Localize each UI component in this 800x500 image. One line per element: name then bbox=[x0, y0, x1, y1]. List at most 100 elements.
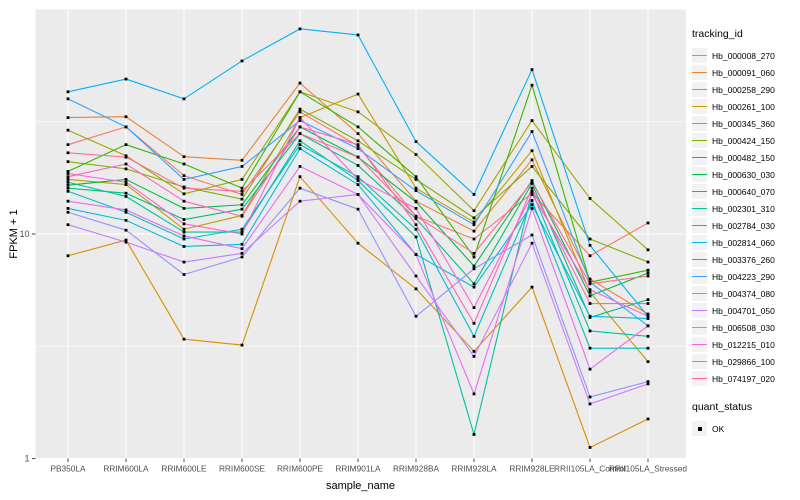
legend-key-line bbox=[692, 190, 707, 193]
data-point bbox=[66, 178, 70, 181]
data-point bbox=[356, 241, 360, 245]
data-point bbox=[414, 235, 418, 239]
legend-item: Hb_000008_270 bbox=[692, 47, 798, 64]
data-point bbox=[182, 174, 186, 178]
data-point bbox=[240, 165, 244, 168]
data-point bbox=[298, 116, 302, 119]
data-point bbox=[530, 186, 534, 190]
data-point bbox=[298, 147, 302, 151]
y-tick-label: 1 bbox=[24, 454, 29, 464]
data-point bbox=[66, 175, 70, 179]
legend-key-line bbox=[692, 139, 707, 142]
data-point bbox=[298, 27, 302, 31]
data-point bbox=[356, 193, 360, 196]
data-point bbox=[182, 218, 186, 221]
data-point bbox=[124, 155, 128, 159]
legend-item: Hb_000424_150 bbox=[692, 132, 798, 149]
data-point bbox=[182, 192, 186, 196]
data-point bbox=[646, 417, 650, 421]
data-point bbox=[530, 233, 534, 237]
data-point bbox=[588, 346, 592, 350]
data-point bbox=[66, 223, 70, 227]
data-point bbox=[588, 254, 592, 258]
legend-key-icon bbox=[692, 99, 707, 114]
legend-item: Hb_004223_290 bbox=[692, 268, 798, 285]
legend-key-line bbox=[692, 292, 707, 295]
data-point bbox=[414, 253, 418, 256]
legend-key-icon bbox=[692, 201, 707, 216]
legend-item-label: Hb_000345_360 bbox=[712, 118, 775, 129]
data-point bbox=[182, 234, 186, 238]
legend-item-label: Hb_000258_290 bbox=[712, 84, 775, 95]
ok-marker-icon bbox=[692, 421, 707, 436]
legend-item-label: Hb_000640_070 bbox=[712, 186, 775, 197]
data-point bbox=[588, 314, 592, 318]
data-point bbox=[414, 227, 418, 231]
data-point bbox=[124, 77, 128, 81]
legend-key-icon bbox=[692, 167, 707, 182]
data-point bbox=[66, 97, 70, 101]
legend-item-label: Hb_000091_060 bbox=[712, 67, 775, 78]
data-point bbox=[414, 314, 418, 318]
data-point bbox=[414, 217, 418, 221]
data-point bbox=[646, 271, 650, 275]
data-point bbox=[472, 349, 476, 353]
data-point bbox=[298, 125, 302, 129]
data-point bbox=[414, 175, 418, 179]
legend-key-icon bbox=[692, 116, 707, 131]
data-point bbox=[240, 178, 244, 181]
quant-legend-item: OK bbox=[692, 420, 798, 437]
data-point bbox=[298, 143, 302, 147]
data-point bbox=[124, 178, 128, 181]
data-point bbox=[356, 155, 360, 159]
legend-item: Hb_074197_020 bbox=[692, 370, 798, 387]
data-point bbox=[66, 186, 70, 190]
data-point bbox=[588, 282, 592, 286]
legend-key-line bbox=[692, 207, 707, 210]
data-point bbox=[66, 90, 70, 94]
data-point bbox=[182, 199, 186, 203]
data-point bbox=[414, 200, 418, 204]
data-point bbox=[182, 337, 186, 341]
x-tick-label: PB350LA bbox=[50, 464, 86, 474]
data-point bbox=[124, 218, 128, 222]
legend-key-icon bbox=[692, 371, 707, 386]
legend-item-label: Hb_000424_150 bbox=[712, 135, 775, 146]
data-point bbox=[124, 228, 128, 232]
legend-key-line bbox=[692, 156, 707, 159]
data-point bbox=[472, 193, 476, 196]
data-point bbox=[240, 193, 244, 196]
data-point bbox=[414, 207, 418, 210]
data-point bbox=[646, 274, 650, 278]
data-point bbox=[472, 282, 476, 286]
data-point bbox=[414, 223, 418, 227]
data-point bbox=[530, 179, 534, 182]
data-point bbox=[124, 180, 128, 184]
legend-item: Hb_000345_360 bbox=[692, 115, 798, 132]
x-tick-label: RRIM928BA bbox=[393, 464, 440, 474]
legend-item-label: Hb_004223_290 bbox=[712, 271, 775, 282]
data-point bbox=[530, 189, 534, 193]
data-point bbox=[530, 83, 534, 87]
data-point bbox=[472, 334, 476, 338]
data-point bbox=[182, 260, 186, 264]
y-axis-title: FPKM + 1 bbox=[8, 209, 20, 259]
data-point bbox=[646, 314, 650, 318]
x-tick-label: RRIM600PE bbox=[277, 464, 324, 474]
data-point bbox=[66, 172, 70, 175]
legend-key-icon bbox=[692, 184, 707, 199]
legend-item-label: Hb_006508_030 bbox=[712, 322, 775, 333]
legend-item: Hb_002784_030 bbox=[692, 217, 798, 234]
data-point bbox=[66, 180, 70, 184]
legend-key-icon bbox=[692, 82, 707, 97]
data-point bbox=[472, 216, 476, 220]
data-point bbox=[182, 162, 186, 166]
data-point bbox=[472, 209, 476, 213]
data-point bbox=[182, 207, 186, 210]
data-point bbox=[66, 254, 70, 258]
data-point bbox=[66, 199, 70, 203]
data-point bbox=[240, 214, 244, 218]
data-point bbox=[240, 207, 244, 211]
data-point bbox=[530, 241, 534, 245]
